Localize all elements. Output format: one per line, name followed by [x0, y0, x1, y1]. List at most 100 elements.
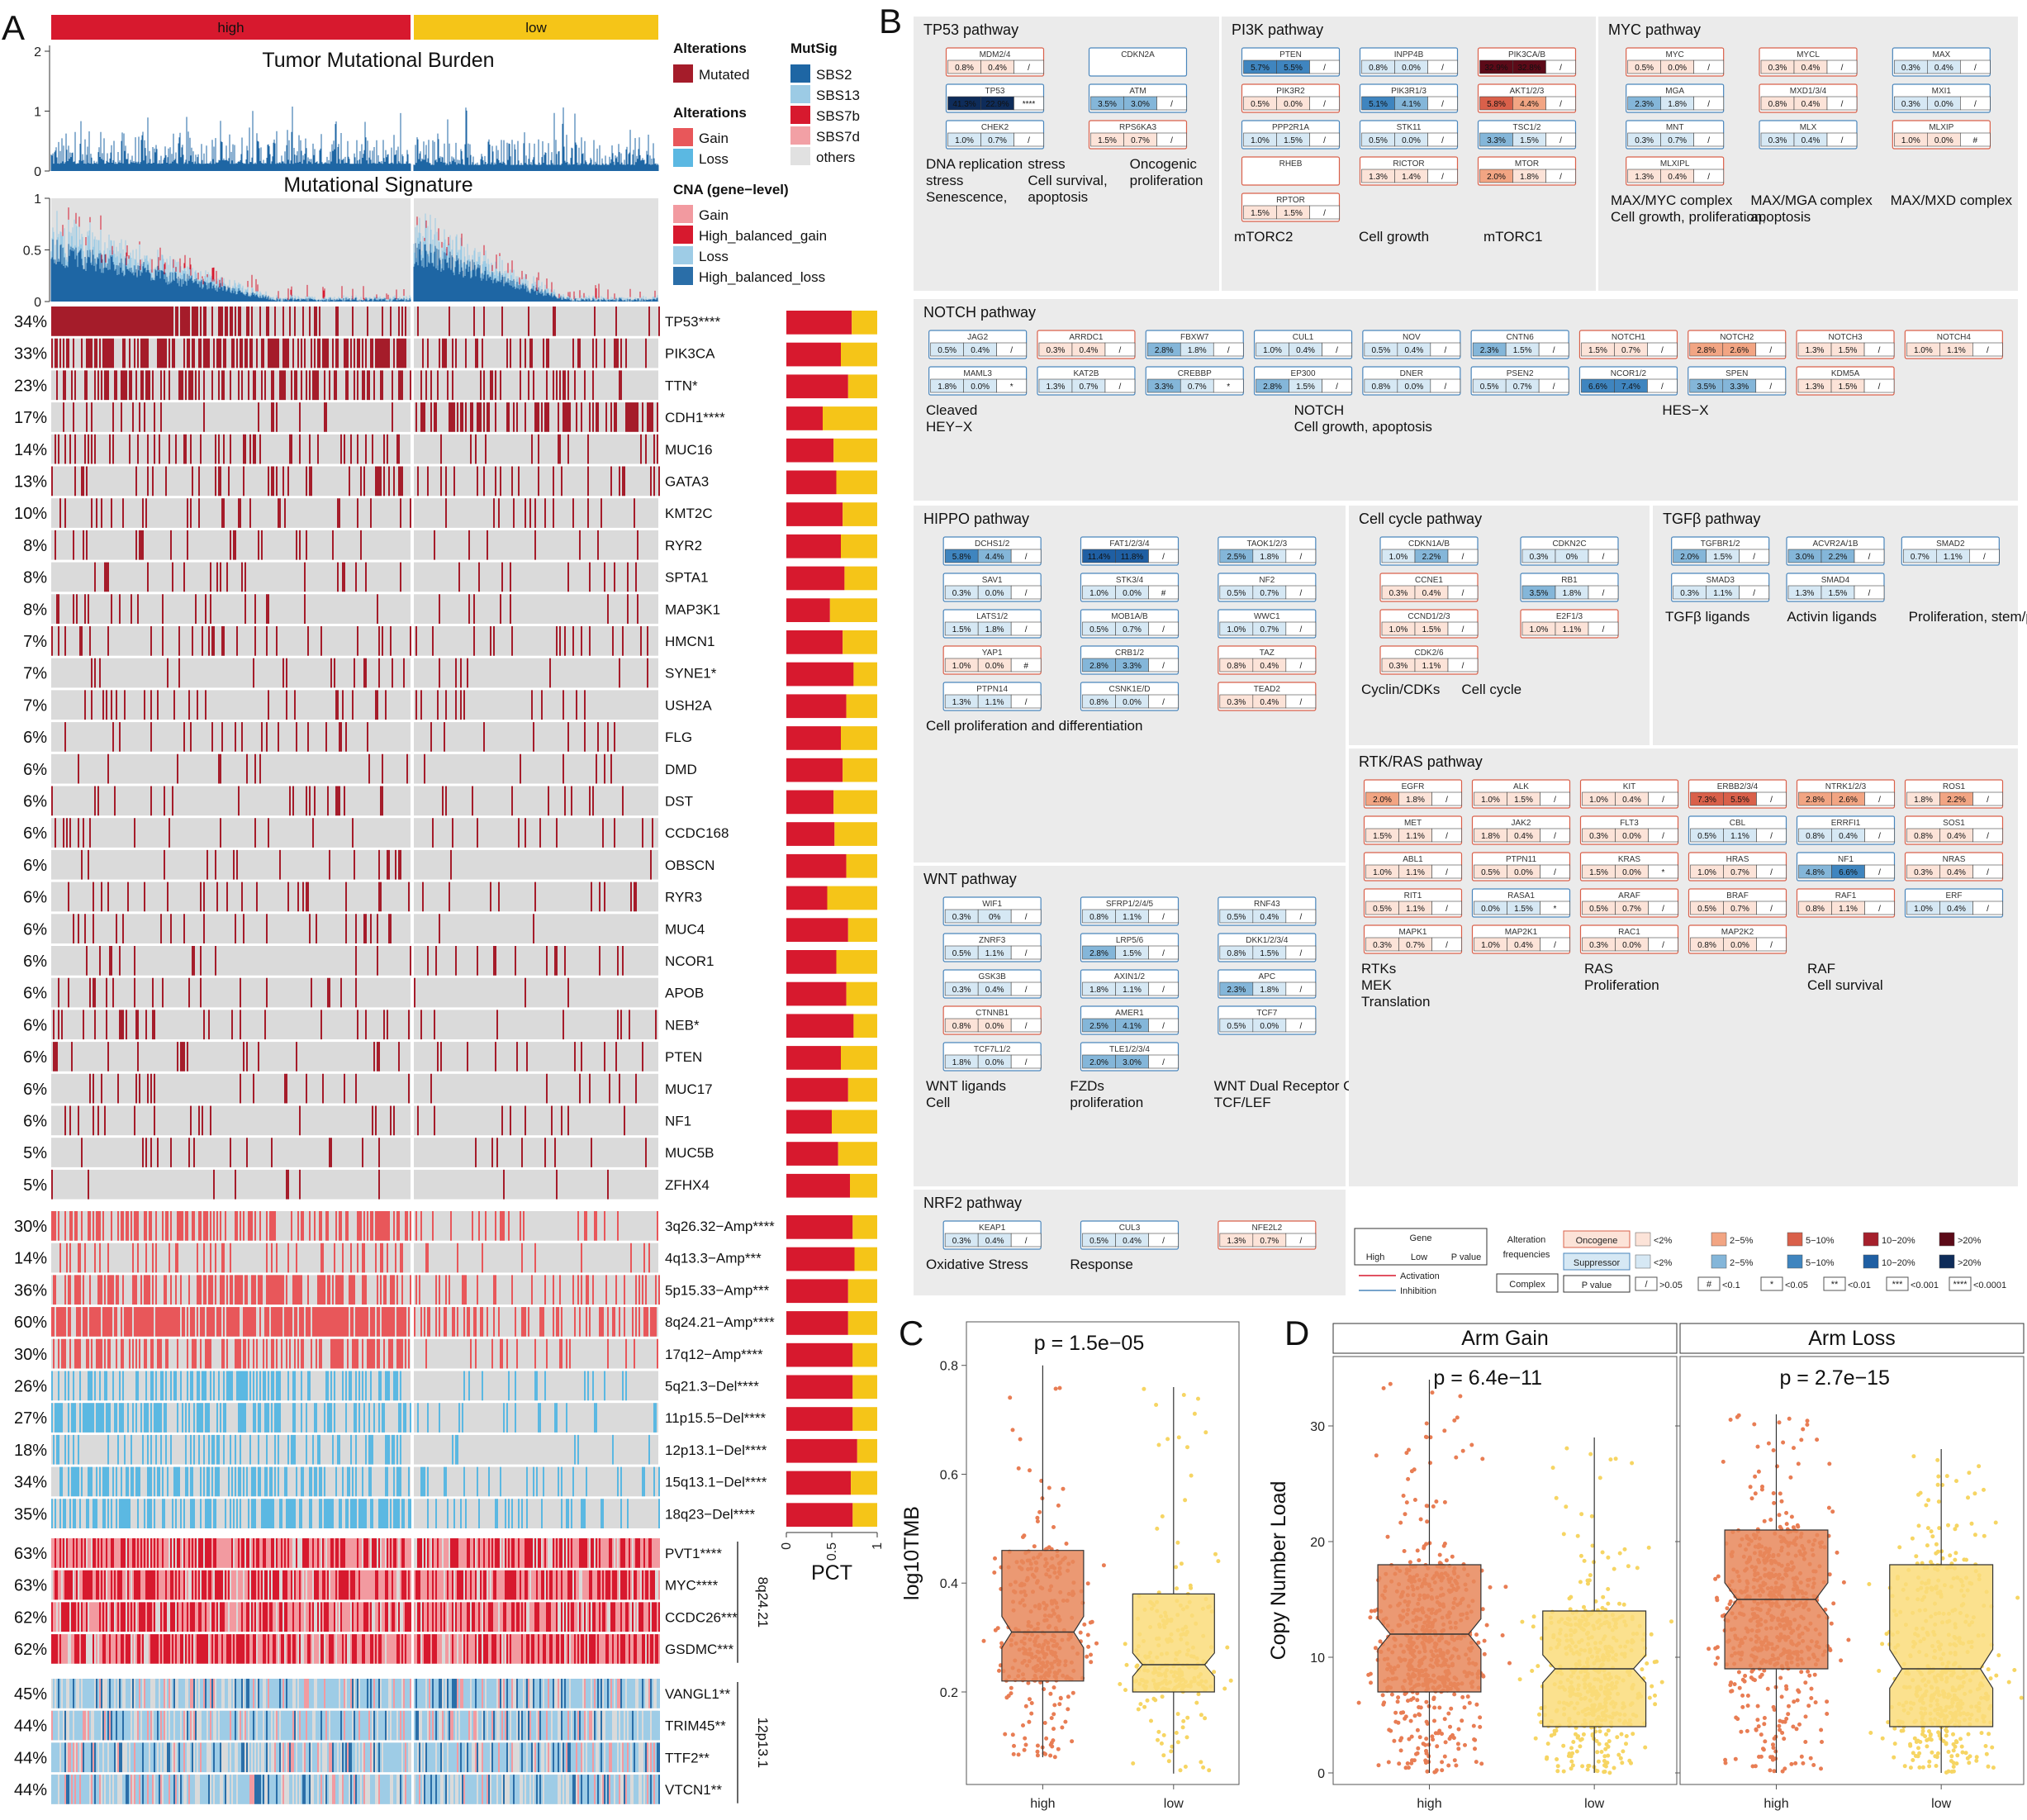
legend-mutsig-item: SBS2	[816, 67, 852, 83]
gene-p-cell	[1148, 909, 1179, 924]
pct-bar-low	[851, 1471, 877, 1495]
gene-freq-value: 0.0%	[1123, 698, 1142, 707]
gene-p-cell	[1648, 864, 1678, 879]
row-percent: 44%	[14, 1781, 47, 1799]
gene-freq-value: 0.4%	[985, 1237, 1004, 1246]
gene-freq-value: 0.4%	[985, 986, 1004, 995]
gene-p-cell	[1431, 937, 1462, 952]
gene-freq-value: 1.3%	[1806, 346, 1825, 355]
legend-mutsig-swatch	[790, 126, 810, 145]
gene-name: FBXW7	[1180, 333, 1209, 342]
gene-freq-value: 7.3%	[1697, 796, 1716, 805]
row-gene-label: MUC16	[665, 442, 713, 458]
gene-name: CTNNB1	[976, 1009, 1009, 1018]
gene-p-value: /	[1010, 346, 1013, 355]
gene-freq-value: 0.5%	[1635, 64, 1654, 73]
gene-p-value: /	[1445, 905, 1448, 914]
gene-p-value: /	[1462, 589, 1464, 598]
row-gene-label: 4q13.3−Amp***	[665, 1251, 762, 1266]
heatmap-row-bg-low	[414, 1138, 658, 1167]
gene-freq-value: 0.4%	[1260, 913, 1279, 922]
pct-bar-low	[852, 311, 877, 335]
gene-name: RB1	[1561, 576, 1578, 585]
gene-name: STK3/4	[1116, 576, 1144, 585]
legend-suppressor: Suppressor	[1574, 1258, 1621, 1268]
gene-freq-value: 2.5%	[1227, 553, 1246, 562]
gene-p-value: /	[1170, 100, 1173, 109]
legend-cna-swatch	[673, 205, 693, 223]
gene-freq-value: 0.3%	[952, 913, 971, 922]
pct-bar-high	[786, 1279, 848, 1304]
gene-freq-value: 0.4%	[1622, 796, 1641, 805]
gene-p-value: /	[1769, 383, 1772, 392]
gene-p-cell	[1693, 132, 1724, 147]
gene-name: CDKN1A/B	[1408, 539, 1450, 549]
gene-freq-value: 1.0%	[1481, 796, 1500, 805]
legend-bin-label: <2%	[1654, 1236, 1673, 1246]
gene-p-value: /	[1445, 796, 1448, 805]
gene-name: LRP5/6	[1116, 936, 1144, 945]
legend-onco-bin	[1711, 1232, 1727, 1247]
row-percent: 7%	[23, 665, 47, 683]
legend-mutsig-swatch	[790, 85, 810, 103]
gene-p-cell	[1864, 900, 1895, 915]
heatmap-row-bg-high	[51, 1466, 411, 1497]
gene-name: NRAS	[1943, 855, 1966, 864]
row-gene-label: 5p15.33−Amp***	[665, 1282, 770, 1298]
heatmap-row-bg-low	[414, 658, 658, 688]
heatmap-row-bg-low	[414, 466, 658, 497]
legend-p-label: <0.1	[1722, 1281, 1740, 1290]
pct-bar-low	[850, 1173, 877, 1198]
gene-p-value: /	[1025, 589, 1028, 598]
pathway-text: Oncogenic	[1130, 156, 1198, 172]
row-gene-label: RYR3	[665, 890, 702, 905]
facet-title: Arm Loss	[1808, 1327, 1896, 1350]
gene-p-cell	[1010, 1233, 1042, 1247]
heatmap-row-bg-low	[414, 722, 658, 752]
gene-p-cell	[1285, 909, 1317, 924]
facet-title: Arm Gain	[1461, 1327, 1549, 1350]
gene-name: MAP2K2	[1721, 928, 1754, 937]
gene-freq-value: 0.0%	[971, 383, 990, 392]
gene-freq-value: 0.0%	[1934, 136, 1953, 145]
gene-p-cell	[1148, 621, 1179, 636]
gene-p-value: /	[1162, 1058, 1165, 1067]
tmb-tick-label: 0	[34, 165, 41, 179]
row-gene-label: TTF2**	[665, 1750, 710, 1765]
legend-p-label: <0.0001	[1973, 1281, 2006, 1290]
gene-p-cell	[1148, 1054, 1179, 1069]
gene-freq-value: 1.8%	[1089, 986, 1108, 995]
gene-freq-value: 0.5%	[1089, 1237, 1108, 1246]
gene-p-cell	[1013, 59, 1044, 74]
gene-name: CCNE1	[1415, 576, 1443, 585]
gene-p-cell	[1010, 981, 1042, 996]
gene-p-value: /	[1707, 100, 1710, 109]
gene-freq-value: 0.4%	[1839, 832, 1858, 841]
gene-freq-value: 0.0%	[985, 589, 1004, 598]
gene-p-cell	[1148, 694, 1179, 709]
gene-freq-value: 2.8%	[1806, 796, 1825, 805]
gene-p-value: /	[1162, 1237, 1165, 1246]
gene-p-value: /	[1299, 1022, 1302, 1031]
gene-p-value: /	[1323, 209, 1326, 218]
row-gene-label: NEB*	[665, 1017, 700, 1033]
gene-freq-value: 1.8%	[1481, 832, 1500, 841]
gene-p-value: /	[1441, 64, 1444, 73]
pathway-text: Cell cycle	[1461, 682, 1521, 697]
row-gene-label: PVT1****	[665, 1546, 722, 1561]
gene-freq-value: 0.7%	[988, 136, 1007, 145]
gene-p-cell	[1427, 96, 1458, 111]
pathway-text: DNA replication	[926, 156, 1023, 172]
gene-p-value: /	[1559, 100, 1562, 109]
gene-freq-value: 0.0%	[1481, 905, 1500, 914]
cna-marks	[51, 1775, 658, 1804]
pct-bar-high	[786, 1215, 853, 1239]
legend-p-symbol: /	[1645, 1280, 1648, 1290]
cna-marks	[53, 1710, 660, 1741]
gene-freq-value: 0.5%	[1697, 832, 1716, 841]
gene-freq-value: 2.8%	[1155, 346, 1174, 355]
row-percent: 8%	[23, 569, 47, 587]
pct-bar-high	[786, 406, 823, 430]
gene-freq-value: 1.1%	[1123, 913, 1142, 922]
row-gene-label: MAP3K1	[665, 601, 720, 617]
